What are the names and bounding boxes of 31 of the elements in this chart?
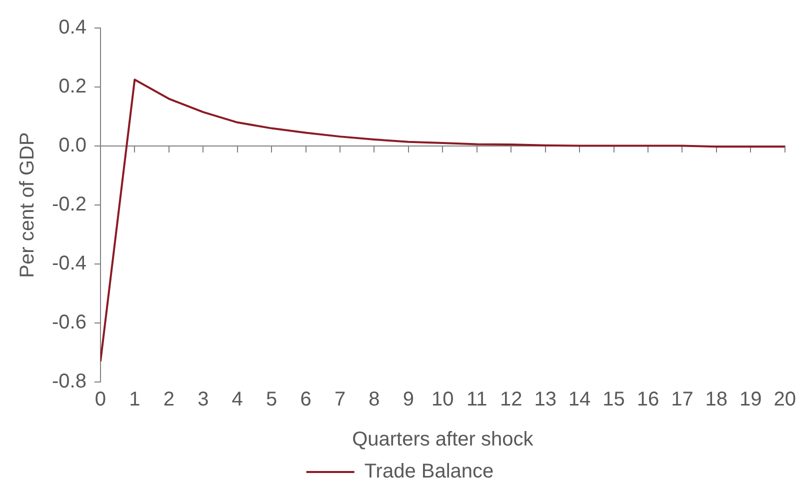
x-tick-label: 15 xyxy=(602,388,625,411)
x-tick-label: 10 xyxy=(432,388,454,411)
x-tick-label: 17 xyxy=(671,388,694,411)
y-tick-label: -0.6 xyxy=(52,312,86,334)
x-tick-label: 18 xyxy=(705,388,728,411)
x-tick-label: 16 xyxy=(636,388,660,411)
y-tick-label: 0.4 xyxy=(58,16,86,39)
x-tick-label: 14 xyxy=(568,388,591,411)
x-tick-label: 3 xyxy=(198,388,209,411)
x-tick-label: 11 xyxy=(466,388,488,411)
legend-label: Trade Balance xyxy=(364,460,494,483)
x-axis-title: Quarters after shock xyxy=(352,428,534,451)
y-tick-label: 0.2 xyxy=(58,76,86,98)
x-tick-label: 13 xyxy=(534,388,556,411)
x-tick-label: 20 xyxy=(774,388,796,411)
x-tick-label: 4 xyxy=(232,388,243,411)
y-axis-title: Per cent of GDP xyxy=(16,132,39,278)
x-tick-label: 7 xyxy=(334,388,346,411)
x-tick-label: 5 xyxy=(266,388,278,411)
y-tick-label: 0.0 xyxy=(58,134,86,157)
x-tick-label: 8 xyxy=(368,388,380,411)
y-tick-label: -0.8 xyxy=(52,370,86,393)
x-tick-label: 0 xyxy=(94,388,106,411)
y-tick-label: -0.4 xyxy=(52,252,86,275)
x-tick-label: 2 xyxy=(163,388,174,411)
x-tick-label: 6 xyxy=(300,388,312,411)
x-tick-label: 19 xyxy=(740,388,762,411)
x-tick-label: 1 xyxy=(129,388,140,411)
y-tick-label: -0.2 xyxy=(52,194,86,216)
x-tick-label: 9 xyxy=(402,388,414,411)
x-tick-label: 12 xyxy=(500,388,522,411)
